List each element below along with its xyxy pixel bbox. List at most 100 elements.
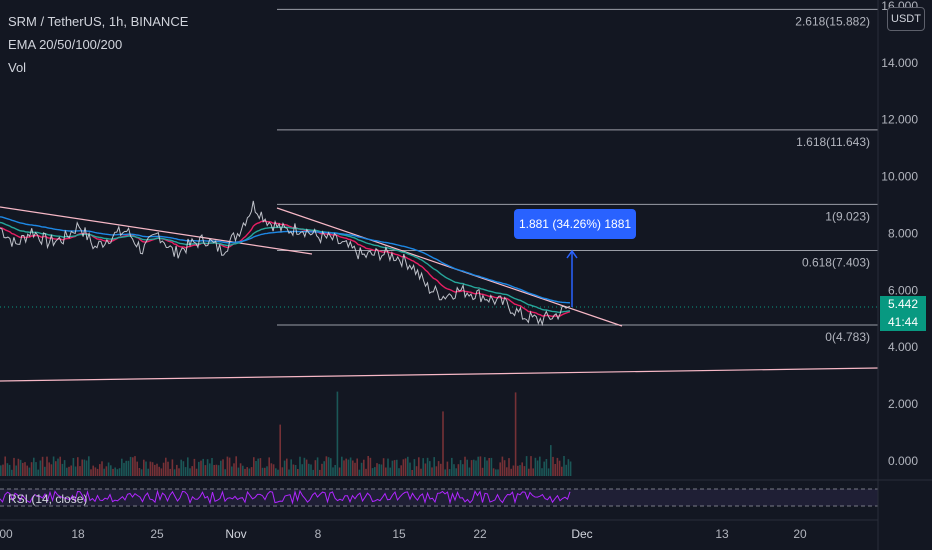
volume-bar xyxy=(112,468,114,476)
volume-indicator-label[interactable]: Vol xyxy=(8,60,27,75)
volume-bar xyxy=(191,466,193,476)
volume-bar xyxy=(363,459,365,476)
volume-bar xyxy=(259,458,262,476)
volume-bar xyxy=(132,457,134,476)
volume-bar xyxy=(455,468,457,476)
x-tick-label: 13 xyxy=(715,527,729,541)
volume-bar xyxy=(8,464,11,476)
volume-bar xyxy=(475,460,477,476)
volume-bar xyxy=(211,458,213,476)
volume-bar xyxy=(200,460,202,476)
volume-bars xyxy=(0,391,572,476)
y-tick-label: 12.000 xyxy=(881,113,918,127)
volume-bar xyxy=(420,468,422,476)
volume-bar xyxy=(118,468,121,476)
volume-bar xyxy=(286,458,288,476)
x-tick-label: 22 xyxy=(473,527,487,541)
volume-bar xyxy=(77,457,79,476)
volume-bar xyxy=(517,465,519,476)
y-tick-label: 10.000 xyxy=(881,170,918,184)
x-tick-label: 25 xyxy=(150,527,164,541)
x-tick-label: 18 xyxy=(71,527,85,541)
x-tick-label: Dec xyxy=(571,527,592,541)
volume-bar xyxy=(217,465,220,476)
current-price-tag: 5.442 xyxy=(880,296,926,313)
volume-bar xyxy=(343,460,345,476)
volume-bar xyxy=(558,460,561,476)
trendlines xyxy=(0,206,879,382)
volume-bar xyxy=(184,467,187,476)
y-tick-label: 4.000 xyxy=(888,340,918,354)
volume-bar xyxy=(55,461,57,476)
volume-bar xyxy=(545,459,548,476)
volume-bar xyxy=(325,456,328,476)
volume-bar xyxy=(323,461,325,476)
x-tick-label: 20 xyxy=(793,527,807,541)
volume-bar xyxy=(239,463,242,476)
volume-bar xyxy=(554,464,556,476)
measure-label[interactable]: 1.881 (34.26%) 1881 xyxy=(514,209,636,239)
volume-bar xyxy=(429,461,431,476)
volume-bar xyxy=(486,460,488,476)
volume-bar xyxy=(484,457,486,476)
volume-bar xyxy=(503,460,506,476)
volume-bar xyxy=(204,465,207,476)
volume-bar xyxy=(169,468,171,476)
volume-bar xyxy=(299,456,301,476)
volume-bar xyxy=(121,458,123,476)
volume-bar xyxy=(94,467,97,476)
volume-bar xyxy=(418,457,420,476)
volume-bar xyxy=(116,469,119,476)
volume-bar xyxy=(457,464,460,476)
y-tick-label: 14.000 xyxy=(881,56,918,70)
volume-bar xyxy=(215,464,218,476)
volume-bar xyxy=(275,468,277,476)
volume-bar xyxy=(68,466,70,476)
y-tick-label: 8.000 xyxy=(888,226,918,240)
volume-bar xyxy=(312,469,314,476)
volume-bar xyxy=(347,459,350,476)
rsi-indicator-label[interactable]: RSI (14, close) xyxy=(8,492,88,506)
volume-bar xyxy=(391,460,394,476)
ema-indicator-label[interactable]: EMA 20/50/100/200 xyxy=(8,37,123,52)
volume-bar xyxy=(37,469,39,476)
symbol-title[interactable]: SRM / TetherUS, 1h, BINANCE xyxy=(8,14,189,29)
volume-bar xyxy=(396,459,398,476)
fib-level-label: 2.618(15.882) xyxy=(795,14,870,28)
volume-bar xyxy=(354,462,356,476)
volume-bar xyxy=(349,457,352,476)
volume-bar xyxy=(479,456,482,476)
volume-bar xyxy=(459,460,462,476)
volume-bar xyxy=(248,468,251,476)
price-axis-background xyxy=(878,0,932,550)
volume-bar xyxy=(415,466,418,476)
volume-bar xyxy=(151,462,154,476)
volume-bar xyxy=(442,411,444,476)
ascending-support-line xyxy=(0,367,879,382)
volume-bar xyxy=(367,456,369,476)
volume-bar xyxy=(338,467,341,476)
volume-bar xyxy=(431,467,433,476)
volume-bar xyxy=(6,463,9,476)
volume-bar xyxy=(393,460,396,476)
volume-bar xyxy=(360,462,363,476)
volume-bar xyxy=(224,469,226,476)
volume-bar xyxy=(301,464,303,476)
volume-bar xyxy=(495,469,497,476)
volume-bar xyxy=(165,457,167,476)
volume-bar xyxy=(398,468,400,476)
volume-bar xyxy=(369,457,372,476)
volume-bar xyxy=(341,456,343,476)
currency-button[interactable]: USDT xyxy=(887,7,925,31)
volume-bar xyxy=(178,468,180,476)
volume-bar xyxy=(497,469,499,476)
volume-bar xyxy=(530,456,532,476)
volume-bar xyxy=(17,458,20,476)
volume-bar xyxy=(44,466,46,476)
volume-bar xyxy=(294,465,297,476)
volume-bar xyxy=(327,457,330,476)
volume-bar xyxy=(242,465,244,476)
volume-bar xyxy=(156,463,158,476)
